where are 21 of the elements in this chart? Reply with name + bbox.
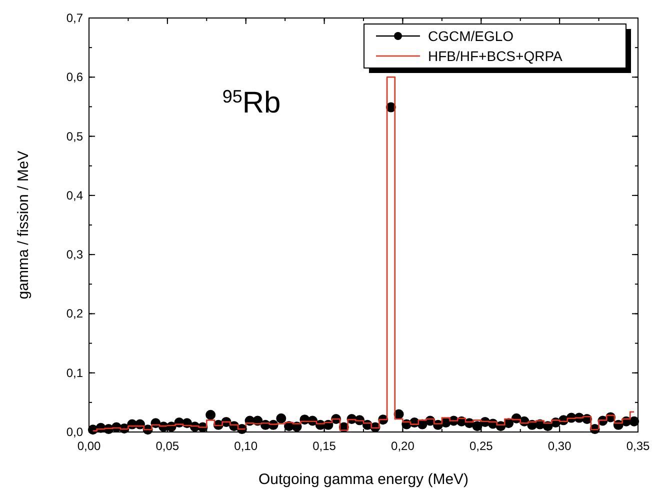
x-tick-label: 0,35 <box>626 439 650 453</box>
y-tick-label: 0,4 <box>66 188 84 202</box>
x-tick-label: 0,10 <box>234 439 258 453</box>
legend-label: HFB/HF+BCS+QRPA <box>428 48 563 64</box>
y-tick-label: 0,0 <box>66 425 84 439</box>
y-tick-label: 0,1 <box>66 366 84 380</box>
y-tick-label: 0,3 <box>66 248 84 262</box>
x-tick-label: 0,00 <box>77 439 101 453</box>
x-tick-label: 0,15 <box>312 439 336 453</box>
legend-label: CGCM/EGLO <box>428 28 514 44</box>
x-tick-label: 0,05 <box>156 439 180 453</box>
annotation: $^{95}$Rb <box>222 86 281 120</box>
y-tick-label: 0,5 <box>66 129 84 144</box>
x-tick-label: 0,20 <box>391 439 415 453</box>
x-tick-label: 0,25 <box>469 439 494 453</box>
x-axis-title: Outgoing gamma energy (MeV) <box>258 471 469 488</box>
y-tick-label: 0,6 <box>66 70 84 84</box>
y-tick-label: 0,7 <box>66 11 84 25</box>
y-tick-label: 0,2 <box>66 306 84 321</box>
y-axis-title: gamma / fission / MeV <box>15 150 32 300</box>
x-tick-label: 0,30 <box>548 439 572 453</box>
